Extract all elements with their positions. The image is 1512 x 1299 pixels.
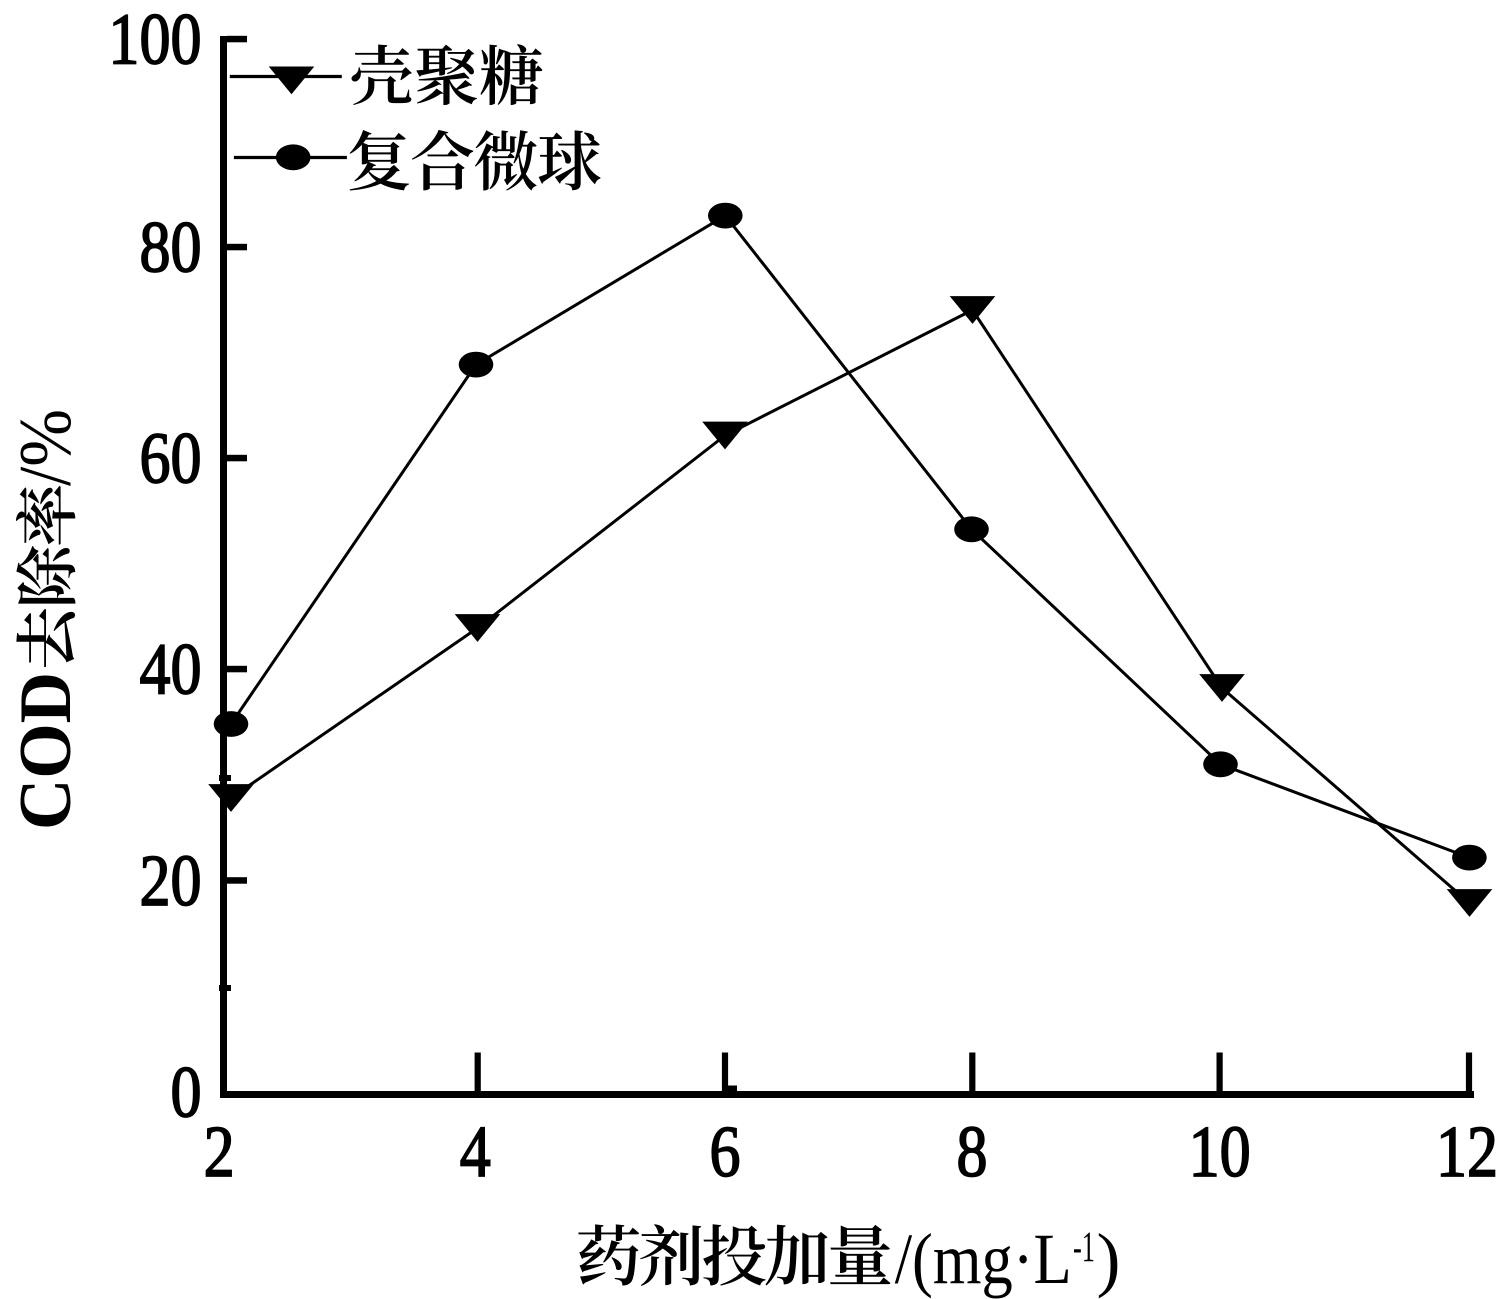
svg-text:60: 60 — [139, 418, 201, 499]
svg-text:12: 12 — [1436, 1111, 1498, 1192]
svg-text:40: 40 — [139, 629, 201, 710]
svg-text:20: 20 — [139, 840, 201, 921]
svg-text:100: 100 — [108, 0, 201, 80]
svg-text:8: 8 — [956, 1111, 987, 1192]
svg-text:80: 80 — [139, 207, 201, 288]
svg-text:0: 0 — [170, 1052, 201, 1133]
svg-text:10: 10 — [1189, 1111, 1251, 1192]
svg-text:/(mg·L: /(mg·L — [895, 1219, 1072, 1299]
svg-text:/%: /% — [5, 409, 87, 486]
svg-text:COD: COD — [5, 672, 87, 830]
svg-text:4: 4 — [460, 1111, 491, 1192]
svg-text:2: 2 — [204, 1111, 235, 1192]
svg-text:6: 6 — [709, 1111, 740, 1192]
svg-text:): ) — [1097, 1219, 1121, 1299]
svg-text:-1: -1 — [1073, 1224, 1095, 1271]
